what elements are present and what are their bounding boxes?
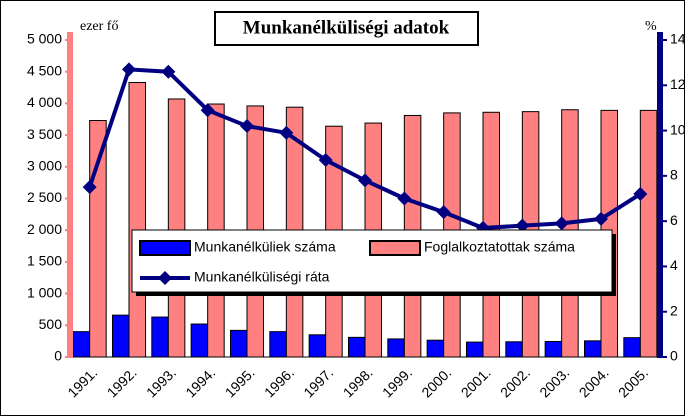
y-tick-label: 1 000 — [27, 284, 62, 300]
bar — [151, 316, 169, 358]
y2-tick-label: 6 — [670, 212, 678, 228]
bar — [583, 340, 602, 358]
line-marker — [279, 125, 294, 140]
bar — [269, 331, 287, 358]
bar — [229, 329, 248, 358]
bar — [190, 323, 209, 358]
bar — [72, 331, 91, 358]
y-tick-label: 5 000 — [27, 31, 62, 47]
bar — [505, 341, 523, 358]
bar — [167, 98, 186, 358]
line-marker — [318, 153, 333, 168]
y2-tick-label: 4 — [670, 257, 678, 273]
line-marker — [436, 205, 451, 220]
line-marker — [200, 103, 215, 118]
y-tick-label: 500 — [39, 316, 63, 332]
bar — [426, 339, 445, 358]
bar — [623, 337, 641, 358]
y2-tick-label: 10 — [670, 121, 685, 137]
y-tick-label: 2 500 — [27, 189, 62, 205]
legend-label: Foglalkoztatottak száma — [424, 239, 575, 255]
y2-tick-label: 0 — [670, 348, 678, 364]
line-marker — [633, 186, 648, 201]
line-marker — [397, 191, 412, 206]
y-tick-label: 4 000 — [27, 94, 62, 110]
legend-swatch — [369, 240, 421, 256]
legend-label: Munkanélküliek száma — [194, 239, 336, 255]
y-tick-label: 2 000 — [27, 221, 62, 237]
bar — [111, 314, 130, 358]
line-marker — [82, 180, 97, 195]
y2-tick-label: 8 — [670, 167, 678, 183]
y2-tick-label: 12 — [670, 76, 685, 92]
chart-title: Munkanélküliségi adatok — [243, 17, 450, 38]
line-marker — [554, 216, 569, 231]
y-tick-label: 3 500 — [27, 126, 62, 142]
line-marker — [594, 211, 608, 226]
title-box — [214, 11, 479, 46]
bar — [544, 340, 563, 358]
bar — [465, 341, 484, 358]
y2-axis-label: % — [645, 19, 657, 34]
y-axis-label: ezer fő — [80, 19, 118, 34]
line-marker — [122, 62, 136, 77]
y2-tick-label: 2 — [670, 302, 678, 318]
y2-tick-label: 14 — [670, 31, 685, 47]
bar — [89, 120, 107, 358]
y-tick-label: 4 500 — [27, 62, 62, 78]
bar — [347, 336, 366, 358]
y-tick-label: 1 500 — [27, 253, 62, 269]
y-tick-label: 0 — [54, 348, 62, 364]
bar — [308, 334, 327, 358]
bar — [128, 81, 147, 358]
line-marker — [161, 64, 176, 79]
legend-swatch — [139, 240, 191, 256]
line-marker — [515, 218, 530, 233]
bar — [639, 109, 658, 358]
bar — [387, 338, 405, 358]
legend-label: Munkanélküliségi ráta — [194, 269, 330, 285]
y-tick-label: 3 000 — [27, 158, 62, 174]
line-marker — [240, 119, 254, 134]
legend-marker — [158, 271, 172, 285]
line-marker — [358, 173, 372, 188]
